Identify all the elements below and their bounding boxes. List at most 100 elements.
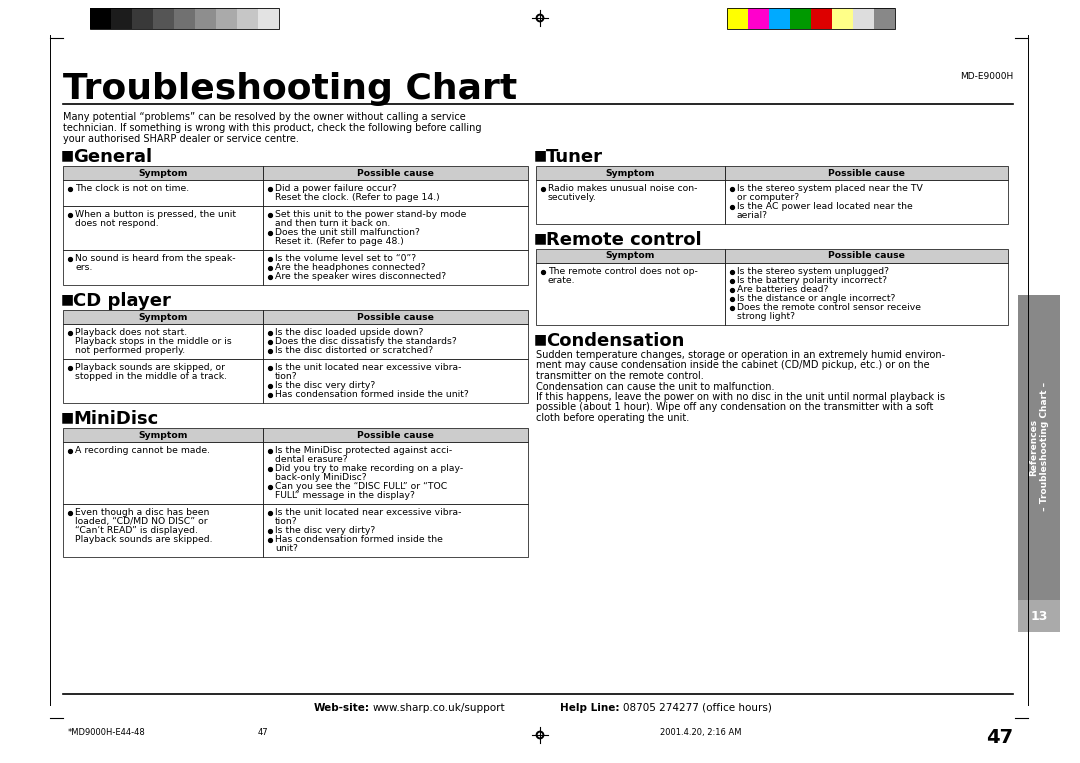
- Text: back-only MiniDisc?: back-only MiniDisc?: [275, 473, 366, 482]
- Bar: [132, 8, 153, 29]
- Text: 47: 47: [258, 728, 269, 737]
- Text: tion?: tion?: [275, 372, 298, 381]
- Bar: [111, 8, 132, 29]
- Bar: [262, 250, 528, 285]
- Text: tion?: tion?: [275, 517, 298, 526]
- Text: ■: ■: [534, 231, 548, 245]
- Bar: [90, 8, 111, 29]
- Text: aerial?: aerial?: [737, 211, 768, 220]
- Text: General: General: [73, 148, 152, 166]
- Text: Is the unit located near excessive vibra-: Is the unit located near excessive vibra…: [275, 363, 461, 372]
- Circle shape: [538, 732, 542, 737]
- Text: Is the disc very dirty?: Is the disc very dirty?: [275, 381, 375, 390]
- Text: MD-E9000H: MD-E9000H: [960, 72, 1013, 81]
- Text: Many potential “problems” can be resolved by the owner without calling a service: Many potential “problems” can be resolve…: [63, 112, 465, 122]
- Circle shape: [536, 14, 544, 22]
- Bar: [195, 8, 216, 29]
- Text: www.sharp.co.uk/support: www.sharp.co.uk/support: [373, 703, 505, 713]
- Text: stopped in the middle of a track.: stopped in the middle of a track.: [75, 372, 227, 381]
- Text: Playback sounds are skipped.: Playback sounds are skipped.: [75, 535, 213, 544]
- Bar: [262, 166, 528, 180]
- Text: Symptom: Symptom: [606, 252, 656, 260]
- Text: Does the unit still malfunction?: Does the unit still malfunction?: [275, 228, 420, 237]
- Text: Possible cause: Possible cause: [357, 430, 434, 439]
- Text: Is the battery polarity incorrect?: Is the battery polarity incorrect?: [737, 276, 887, 285]
- Bar: [832, 8, 853, 29]
- Text: dental erasure?: dental erasure?: [275, 455, 348, 464]
- Bar: [789, 8, 811, 29]
- Bar: [725, 166, 1008, 180]
- Text: When a button is pressed, the unit: When a button is pressed, the unit: [75, 210, 237, 219]
- Text: ■: ■: [60, 292, 75, 306]
- Bar: [216, 8, 237, 29]
- Circle shape: [538, 15, 542, 21]
- Text: ■: ■: [60, 148, 75, 162]
- Text: 2001.4.20, 2:16 AM: 2001.4.20, 2:16 AM: [660, 728, 742, 737]
- Text: MiniDisc: MiniDisc: [73, 410, 159, 428]
- Bar: [63, 250, 262, 285]
- Bar: [874, 8, 895, 29]
- Text: Does the remote control sensor receive: Does the remote control sensor receive: [737, 303, 921, 312]
- Text: and then turn it back on.: and then turn it back on.: [275, 219, 390, 228]
- Text: Symptom: Symptom: [606, 169, 656, 178]
- Text: ers.: ers.: [75, 263, 93, 272]
- Bar: [63, 359, 262, 403]
- Text: not performed properly.: not performed properly.: [75, 346, 185, 355]
- Text: Did a power failure occur?: Did a power failure occur?: [275, 184, 396, 193]
- Text: Symptom: Symptom: [138, 169, 188, 178]
- Text: 13: 13: [1030, 610, 1048, 623]
- Bar: [1018, 295, 1059, 600]
- Text: Is the disc very dirty?: Is the disc very dirty?: [275, 526, 375, 535]
- Bar: [725, 263, 1008, 325]
- Text: Does the disc dissatisfy the standards?: Does the disc dissatisfy the standards?: [275, 337, 457, 346]
- Text: CD player: CD player: [73, 292, 171, 310]
- Text: FULL” message in the display?: FULL” message in the display?: [275, 491, 415, 500]
- Text: Is the volume level set to “0”?: Is the volume level set to “0”?: [275, 254, 416, 263]
- Text: Radio makes unusual noise con-: Radio makes unusual noise con-: [548, 184, 698, 193]
- Text: A recording cannot be made.: A recording cannot be made.: [75, 446, 210, 455]
- Bar: [725, 180, 1008, 224]
- Text: Symptom: Symptom: [138, 430, 188, 439]
- Text: References
 – Troubleshooting Chart –: References – Troubleshooting Chart –: [1029, 382, 1049, 513]
- Bar: [63, 324, 262, 359]
- Bar: [262, 180, 528, 206]
- Bar: [63, 428, 262, 442]
- Bar: [63, 310, 262, 324]
- Text: Is the disc distorted or scratched?: Is the disc distorted or scratched?: [275, 346, 433, 355]
- Bar: [153, 8, 174, 29]
- Text: possible (about 1 hour). Wipe off any condensation on the transmitter with a sof: possible (about 1 hour). Wipe off any co…: [536, 403, 933, 413]
- Text: *MD9000H-E44-48: *MD9000H-E44-48: [68, 728, 146, 737]
- Text: Symptom: Symptom: [138, 313, 188, 321]
- Text: Are the headphones connected?: Are the headphones connected?: [275, 263, 426, 272]
- Text: No sound is heard from the speak-: No sound is heard from the speak-: [75, 254, 235, 263]
- Text: Is the AC power lead located near the: Is the AC power lead located near the: [737, 202, 913, 211]
- Text: ment may cause condensation inside the cabinet (CD/MD pickup, etc.) or on the: ment may cause condensation inside the c…: [536, 360, 930, 371]
- Text: 47: 47: [986, 728, 1013, 747]
- Text: Has condensation formed inside the: Has condensation formed inside the: [275, 535, 443, 544]
- Bar: [727, 8, 748, 29]
- Text: Possible cause: Possible cause: [357, 313, 434, 321]
- Text: Are batteries dead?: Are batteries dead?: [737, 285, 828, 294]
- Bar: [536, 180, 725, 224]
- Text: Possible cause: Possible cause: [357, 169, 434, 178]
- Bar: [262, 324, 528, 359]
- Text: Is the MiniDisc protected against acci-: Is the MiniDisc protected against acci-: [275, 446, 453, 455]
- Text: Is the disc loaded upside down?: Is the disc loaded upside down?: [275, 328, 423, 337]
- Text: Is the unit located near excessive vibra-: Is the unit located near excessive vibra…: [275, 508, 461, 517]
- Bar: [90, 8, 279, 29]
- Text: transmitter on the remote control.: transmitter on the remote control.: [536, 371, 704, 381]
- Text: Web-site:: Web-site:: [314, 703, 370, 713]
- Bar: [262, 442, 528, 504]
- Text: Can you see the “DISC FULL” or “TOC: Can you see the “DISC FULL” or “TOC: [275, 482, 447, 491]
- Text: secutively.: secutively.: [548, 193, 597, 202]
- Text: Is the stereo system unplugged?: Is the stereo system unplugged?: [737, 267, 889, 276]
- Text: Remote control: Remote control: [546, 231, 702, 249]
- Text: ■: ■: [60, 410, 75, 424]
- Text: The clock is not on time.: The clock is not on time.: [75, 184, 189, 193]
- Text: Playback stops in the middle or is: Playback stops in the middle or is: [75, 337, 232, 346]
- Bar: [262, 310, 528, 324]
- Text: Reset the clock. (Refer to page 14.): Reset the clock. (Refer to page 14.): [275, 193, 440, 202]
- Text: loaded, “CD/MD NO DISC” or: loaded, “CD/MD NO DISC” or: [75, 517, 207, 526]
- Text: Is the distance or angle incorrect?: Is the distance or angle incorrect?: [737, 294, 895, 303]
- Bar: [262, 359, 528, 403]
